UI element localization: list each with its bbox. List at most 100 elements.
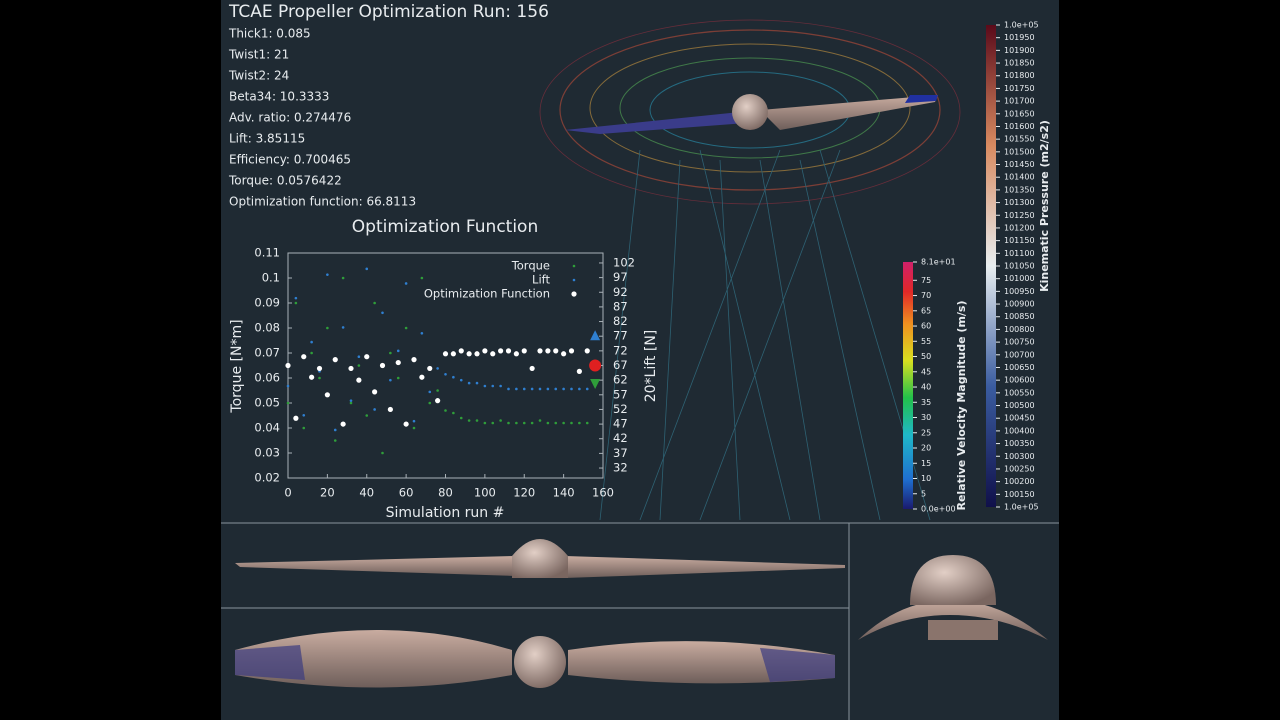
data-point <box>396 376 400 380</box>
data-point <box>381 311 384 315</box>
y2-axis-label: 20*Lift [N] <box>643 330 659 403</box>
colorbar-tick-label: 100750 <box>1004 338 1035 347</box>
data-point <box>537 348 543 354</box>
colorbar-tick-label: 35 <box>921 398 931 407</box>
colorbar-tick-label: 15 <box>921 459 931 468</box>
colorbar-title: Kinematic Pressure (m2/s2) <box>1038 120 1051 292</box>
data-point <box>467 381 471 385</box>
data-point <box>499 419 502 422</box>
data-point <box>428 401 432 405</box>
data-point <box>403 421 409 427</box>
colorbar-tick-label: 101800 <box>1004 71 1035 80</box>
colorbar-tick-label: 101950 <box>1004 33 1035 42</box>
data-point <box>373 408 376 411</box>
data-point <box>554 421 558 425</box>
data-point <box>436 389 439 392</box>
data-point <box>561 351 567 357</box>
y2-tick-label: 32 <box>613 461 628 475</box>
data-point <box>474 351 480 357</box>
data-point <box>302 426 306 430</box>
data-point <box>530 387 534 391</box>
data-point <box>545 348 551 354</box>
data-point <box>507 421 510 425</box>
x-tick-label: 60 <box>399 486 414 500</box>
chart-title: Optimization Function <box>352 217 538 237</box>
data-point <box>309 374 315 380</box>
data-point <box>482 348 488 354</box>
data-point <box>538 419 542 422</box>
colorbar-tick-label: 40 <box>921 383 931 392</box>
colorbar-tick-label: 101050 <box>1004 262 1035 271</box>
data-point <box>286 384 290 388</box>
propeller-top-view <box>235 630 835 688</box>
data-point <box>387 406 393 413</box>
y-tick-label: 0.02 <box>254 471 280 485</box>
data-point <box>467 419 471 422</box>
colorbar-tick-label: 101700 <box>1004 97 1035 106</box>
data-point <box>411 357 417 363</box>
data-point <box>491 421 495 425</box>
colorbar-tick-label: 1.0e+05 <box>1004 21 1039 30</box>
colorbar-tick-label: 5 <box>921 489 926 498</box>
colorbar-tick-label: 100150 <box>1004 490 1035 499</box>
data-point <box>419 374 425 380</box>
data-point <box>285 362 291 369</box>
y-tick-label: 0.05 <box>254 396 280 410</box>
data-point <box>483 384 487 388</box>
y2-tick-label: 37 <box>613 446 628 460</box>
y-tick-label: 0.09 <box>254 296 280 310</box>
colorbar-tick-label: 101600 <box>1004 122 1035 131</box>
data-point <box>491 384 495 388</box>
y-tick-label: 0.07 <box>254 346 280 360</box>
parameter: Torque: 0.0576422 <box>228 174 342 188</box>
colorbar-tick-label: 100550 <box>1004 388 1035 397</box>
colorbar-tick-label: 100300 <box>1004 452 1035 461</box>
data-point <box>585 387 589 391</box>
data-point <box>420 331 424 335</box>
data-point <box>459 378 463 382</box>
colorbar-tick-label: 101200 <box>1004 223 1035 232</box>
colorbar-tick-label: 65 <box>921 306 931 315</box>
x-tick-label: 140 <box>553 486 575 500</box>
colorbar-tick-label: 101650 <box>1004 109 1035 118</box>
colorbar-tick-label: 101550 <box>1004 135 1035 144</box>
y-tick-label: 0.04 <box>254 421 280 435</box>
data-point <box>452 375 455 379</box>
data-point <box>562 421 565 425</box>
data-point <box>466 351 472 357</box>
data-point <box>349 399 353 402</box>
data-point <box>546 421 550 425</box>
parameter: Twist2: 24 <box>228 69 289 83</box>
colorbar-tick-label: 25 <box>921 428 931 437</box>
colorbar-tick-label: 101250 <box>1004 211 1035 220</box>
colorbar-tick-label: 8.1e+01 <box>921 258 956 267</box>
y2-tick-label: 57 <box>613 387 628 401</box>
data-point <box>428 390 432 394</box>
data-point <box>379 362 386 369</box>
colorbar-tick-label: 101450 <box>1004 160 1035 169</box>
data-point <box>521 348 527 354</box>
parameter: Twist1: 21 <box>228 48 289 62</box>
data-point <box>294 301 298 305</box>
parameter: Efficiency: 0.700465 <box>229 153 351 167</box>
run-title: TCAE Propeller Optimization Run: 156 <box>228 2 549 22</box>
data-point <box>341 326 345 329</box>
data-point <box>475 419 479 422</box>
parameter: Optimization function: 66.8113 <box>229 195 416 209</box>
y2-tick-label: 52 <box>613 402 628 416</box>
data-point <box>483 421 487 425</box>
y-tick-label: 0.03 <box>254 446 280 460</box>
data-point <box>341 276 345 280</box>
y2-tick-label: 102 <box>613 255 635 269</box>
data-point <box>302 414 306 417</box>
data-point <box>332 357 338 363</box>
data-point <box>420 276 424 280</box>
data-point <box>356 377 362 383</box>
colorbar-tick-label: 100900 <box>1004 300 1035 309</box>
propeller-3d <box>565 94 938 134</box>
streamlines <box>539 19 961 521</box>
data-point <box>498 348 504 354</box>
data-point <box>404 282 408 285</box>
